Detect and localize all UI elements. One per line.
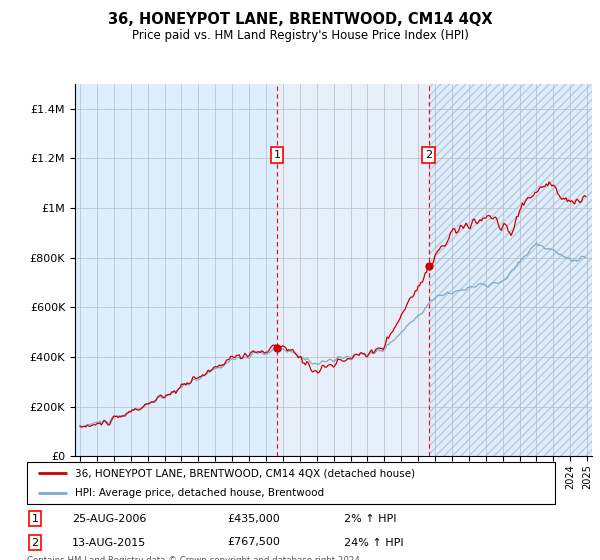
- Text: HPI: Average price, detached house, Brentwood: HPI: Average price, detached house, Bren…: [74, 488, 323, 498]
- Text: 1: 1: [274, 150, 280, 160]
- Bar: [277, 84, 428, 456]
- Text: 36, HONEYPOT LANE, BRENTWOOD, CM14 4QX (detached house): 36, HONEYPOT LANE, BRENTWOOD, CM14 4QX (…: [74, 468, 415, 478]
- Text: 2: 2: [425, 150, 432, 160]
- Text: 24% ↑ HPI: 24% ↑ HPI: [344, 538, 403, 548]
- Text: 25-AUG-2006: 25-AUG-2006: [72, 514, 146, 524]
- Text: 36, HONEYPOT LANE, BRENTWOOD, CM14 4QX: 36, HONEYPOT LANE, BRENTWOOD, CM14 4QX: [107, 12, 493, 27]
- Text: Contains HM Land Registry data © Crown copyright and database right 2024.: Contains HM Land Registry data © Crown c…: [27, 556, 362, 560]
- Text: £767,500: £767,500: [227, 538, 281, 548]
- Text: 13-AUG-2015: 13-AUG-2015: [72, 538, 146, 548]
- Text: 1: 1: [31, 514, 38, 524]
- Text: £435,000: £435,000: [227, 514, 280, 524]
- Text: 2: 2: [31, 538, 38, 548]
- Text: 2% ↑ HPI: 2% ↑ HPI: [344, 514, 397, 524]
- Text: Price paid vs. HM Land Registry's House Price Index (HPI): Price paid vs. HM Land Registry's House …: [131, 29, 469, 42]
